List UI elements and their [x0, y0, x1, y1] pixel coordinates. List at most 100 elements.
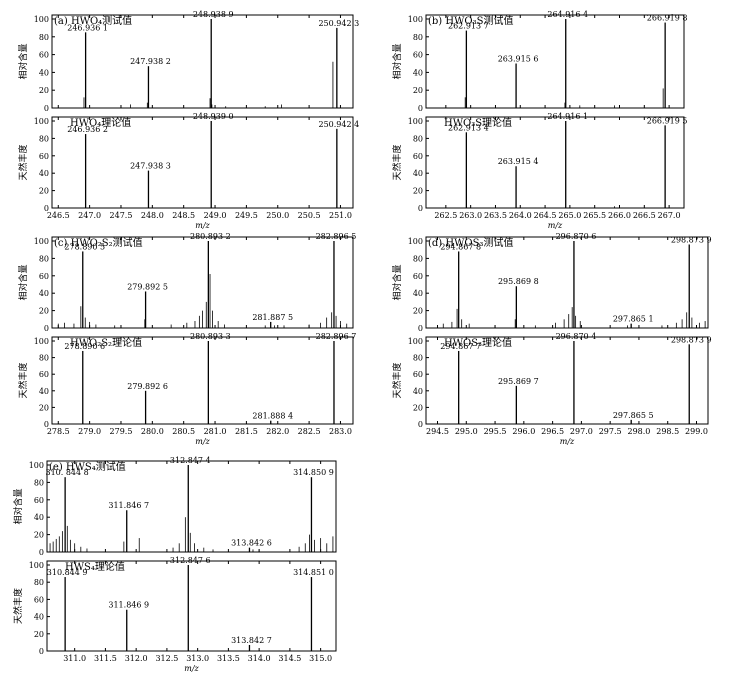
y-tick-label: 60 — [413, 152, 423, 161]
subplot-title: HWOS₃理论值 — [444, 336, 512, 349]
x-tick-label: 280.5 — [172, 427, 195, 436]
peak-label: 296.870 6 — [556, 232, 597, 241]
panel-d: 0 20 40 60 80 100 相对含量 294.867 8 295.869 8 296.87… — [391, 232, 712, 446]
subplot-top: 0 20 40 60 80 100 相对含量 278.890 5 279.892 5 280.89… — [17, 232, 356, 333]
y-tick-label: 40 — [413, 169, 423, 178]
y-tick-label: 0 — [39, 548, 44, 557]
x-tick-label: 279.5 — [110, 427, 133, 436]
peak-label: 311.846 7 — [108, 501, 149, 510]
x-tick-label: 282.0 — [266, 427, 289, 436]
x-tick-label: 247.5 — [110, 211, 133, 220]
x-tick-label: 262.5 — [434, 211, 457, 220]
x-tick-label: 247.0 — [78, 211, 101, 220]
y-tick-label: 80 — [34, 578, 44, 587]
subplot-bottom: 0 20 40 60 80 100 278.5 279.0 279.5 280.0 280.5 281… — [17, 332, 356, 436]
y-tick-label: 100 — [34, 117, 49, 126]
y-axis-label: 相对含量 — [391, 43, 403, 79]
y-tick-label: 60 — [39, 272, 49, 281]
peak-label: 310.844 9 — [47, 568, 88, 577]
y-tick-label: 40 — [39, 68, 49, 77]
x-tick-label: 313.0 — [186, 654, 209, 663]
subplot-top: 0 20 40 60 80 100 相对含量 310. 844 8 311.846 7 312.8… — [12, 456, 337, 557]
y-tick-label: 20 — [39, 307, 49, 316]
y-tick-label: 100 — [408, 237, 423, 246]
x-axis-label: m/z — [560, 437, 575, 446]
subplot-title: (b) HWO₃S测试值 — [428, 14, 513, 27]
y-tick-label: 0 — [44, 204, 49, 213]
subplot-title: (a) HWO₄测试值 — [54, 14, 132, 27]
x-tick-label: 298.0 — [627, 427, 650, 436]
panel-b: 0 20 40 60 80 100 相对含量 262.913 7 263.915 6 264.91… — [391, 10, 687, 230]
plot-frame — [425, 14, 685, 109]
x-tick-label: 314.0 — [248, 654, 271, 663]
panel-c: 0 20 40 60 80 100 相对含量 278.890 5 279.892 5 280.89… — [17, 232, 356, 446]
peak-label: 281.888 4 — [252, 412, 293, 421]
peak-label: 297.865 1 — [613, 315, 654, 324]
x-tick-label: 314.5 — [278, 654, 301, 663]
y-tick-label: 0 — [44, 324, 49, 333]
x-tick-label: 297.0 — [570, 427, 593, 436]
x-tick-label: 312.0 — [125, 654, 148, 663]
panel-a: 0 20 40 60 80 100 相对含量 246.936 1 247.938 2 248.93… — [17, 10, 359, 230]
y-tick-label: 100 — [29, 461, 44, 470]
peak-label: 313.842 6 — [231, 539, 272, 548]
y-tick-label: 100 — [29, 561, 44, 570]
x-tick-label: 266.5 — [633, 211, 656, 220]
y-tick-label: 100 — [34, 237, 49, 246]
y-tick-label: 80 — [34, 478, 44, 487]
subplot-title: (d) HWOS₃测试值 — [428, 236, 513, 249]
peak-label: 314.851 0 — [293, 568, 334, 577]
y-tick-label: 80 — [413, 33, 423, 42]
peak-label: 295.869 7 — [498, 377, 539, 386]
peak-label: 263.915 6 — [498, 55, 539, 64]
y-tick-label: 0 — [418, 324, 423, 333]
panel-e: 0 20 40 60 80 100 相对含量 310. 844 8 311.846 7 312.8… — [12, 456, 337, 673]
y-tick-label: 20 — [39, 86, 49, 95]
x-tick-label: 251.0 — [329, 211, 352, 220]
plot-frame — [425, 116, 685, 209]
peak-label: 314.850 9 — [293, 468, 334, 477]
x-tick-label: 311.0 — [63, 654, 86, 663]
y-tick-label: 20 — [39, 403, 49, 412]
x-tick-label: 267.0 — [658, 211, 681, 220]
y-tick-label: 20 — [413, 187, 423, 196]
y-axis-label: 相对含量 — [17, 264, 29, 300]
peak-label: 266.919 5 — [647, 116, 688, 125]
subplot-top: 0 20 40 60 80 100 相对含量 294.867 8 295.869 8 296.87… — [391, 232, 712, 333]
x-tick-label: 294.5 — [426, 427, 449, 436]
y-tick-label: 20 — [34, 630, 44, 639]
y-tick-label: 80 — [39, 354, 49, 363]
x-tick-label: 263.0 — [459, 211, 482, 220]
x-tick-label: 266.0 — [608, 211, 631, 220]
y-axis-label: 天然丰度 — [17, 362, 29, 398]
x-tick-label: 246.5 — [47, 211, 70, 220]
peak-label: 278.890 6 — [64, 342, 105, 351]
peak-label: 264.916 4 — [547, 10, 588, 19]
peak-label: 294.867 7 — [440, 342, 481, 351]
subplot-top: 0 20 40 60 80 100 相对含量 246.936 1 247.938 2 248.93… — [17, 10, 359, 113]
x-tick-label: 296.0 — [512, 427, 535, 436]
subplot-bottom: 0 20 40 60 80 100 294.5 295.0 295.5 296.0 296.5 297… — [391, 332, 712, 436]
peak-label: 248.939 0 — [193, 112, 234, 121]
y-tick-label: 60 — [39, 370, 49, 379]
y-tick-label: 100 — [34, 337, 49, 346]
peak-label: 312.847 6 — [170, 556, 211, 565]
subplot-title: HWO₄理论值 — [70, 116, 131, 129]
peak-label: 310. 844 8 — [45, 468, 88, 477]
x-axis-label: m/z — [548, 221, 563, 230]
peak-label: 246.936 2 — [67, 125, 108, 134]
peak-label: 294.867 8 — [440, 242, 481, 251]
peak-label: 281.887 5 — [252, 313, 293, 322]
y-tick-label: 40 — [413, 289, 423, 298]
peak-label: 262.913 4 — [448, 123, 489, 132]
y-tick-label: 40 — [39, 289, 49, 298]
peak-label: 297.865 5 — [613, 411, 654, 420]
peak-label: 248.938 9 — [193, 10, 234, 19]
x-tick-label: 281.5 — [235, 427, 258, 436]
peak-label: 247.938 3 — [130, 162, 171, 171]
y-tick-label: 0 — [44, 104, 49, 113]
peak-label: 279.892 6 — [127, 382, 168, 391]
y-axis-label: 天然丰度 — [12, 588, 24, 624]
